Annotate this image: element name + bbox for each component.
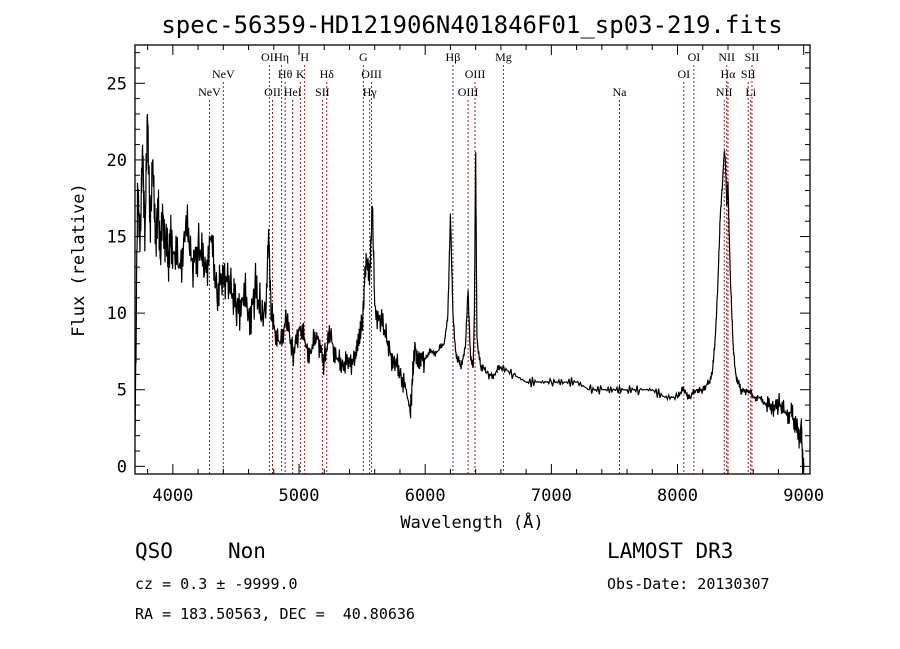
- x-tick-label: 4000: [152, 486, 193, 506]
- line-label: G: [359, 50, 368, 64]
- line-label: OIII: [458, 85, 479, 99]
- x-axis-label: Wavelength (Å): [400, 511, 543, 533]
- spectral-line-markers: [208, 65, 753, 474]
- line-label: H: [300, 50, 309, 64]
- line-label: SII: [745, 50, 760, 64]
- y-tick-label: 5: [117, 381, 127, 401]
- line-label: Li: [745, 85, 756, 99]
- y-tick-label: 20: [107, 151, 127, 171]
- redshift-text: cz = 0.3 ± -9999.0: [135, 575, 298, 593]
- line-label: Mg: [495, 50, 512, 64]
- line-label: NII: [716, 85, 733, 99]
- line-label: Hδ: [320, 67, 335, 81]
- plot-frame: [134, 44, 811, 475]
- obs-date-text: Obs-Date: 20130307: [607, 575, 770, 593]
- line-label: K: [296, 67, 305, 81]
- y-tick-label: 0: [117, 457, 127, 477]
- line-label: OI: [688, 50, 701, 64]
- line-label: OII: [264, 85, 281, 99]
- y-tick-label: 25: [107, 74, 127, 94]
- line-label: NII: [718, 50, 735, 64]
- line-label: SII: [741, 67, 756, 81]
- line-label: OIII: [465, 67, 486, 81]
- x-tick-label: 6000: [405, 486, 446, 506]
- survey-name: LAMOST DR3: [607, 539, 733, 563]
- object-subclass: Non: [228, 539, 266, 563]
- x-tick-label: 9000: [783, 486, 824, 506]
- coordinates-text: RA = 183.50563, DEC = 40.80636: [135, 605, 415, 623]
- line-label: Hη: [274, 50, 289, 64]
- line-label: NeV: [198, 85, 221, 99]
- y-axis-ticks: 0 5 10 15 20 25: [107, 52, 810, 477]
- line-label: Hγ: [363, 85, 378, 99]
- line-label: Hα: [721, 67, 737, 81]
- line-label: OII: [261, 50, 278, 64]
- y-tick-label: 15: [107, 228, 127, 248]
- x-tick-label: 8000: [657, 486, 698, 506]
- y-tick-label: 10: [107, 304, 127, 324]
- line-label: HeI: [284, 85, 302, 99]
- line-label: Hβ: [446, 50, 461, 64]
- chart-title: spec-56359-HD121906N401846F01_sp03-219.f…: [161, 11, 782, 39]
- line-label: OIII: [361, 67, 382, 81]
- line-label: NeV: [212, 67, 235, 81]
- x-tick-label: 7000: [531, 486, 572, 506]
- line-label: SII: [315, 85, 330, 99]
- line-label: Na: [612, 85, 627, 99]
- x-axis-ticks: 4000 5000 6000 7000 8000 9000: [147, 45, 824, 506]
- object-class: QSO: [135, 539, 173, 563]
- line-label: Hθ: [278, 67, 293, 81]
- spectrum-line: [134, 114, 805, 474]
- x-tick-label: 5000: [279, 486, 320, 506]
- y-axis-label: Flux (relative): [69, 183, 89, 337]
- line-label: OI: [677, 67, 690, 81]
